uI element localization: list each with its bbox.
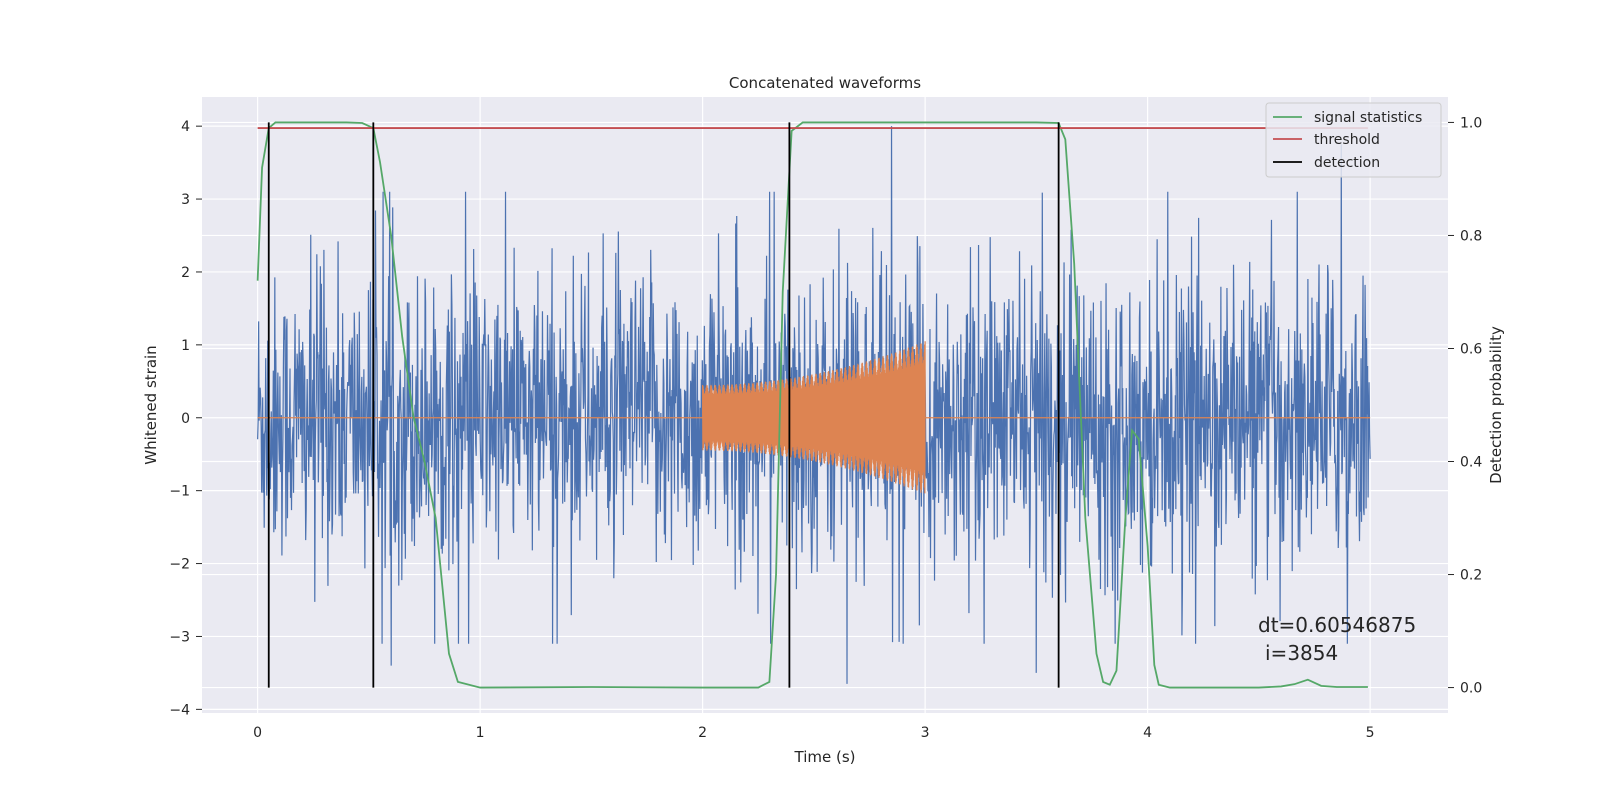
y-tick-label: 1 [181, 338, 190, 354]
y2-tick-label: 0.2 [1460, 568, 1482, 584]
y-tick-label: −1 [169, 484, 190, 500]
legend: signal statistics threshold detection [1265, 102, 1442, 178]
detection-lines [267, 122, 1060, 688]
data-layer [256, 121, 1371, 689]
signal-statistics-line [256, 121, 1368, 689]
y-axis-ticks: −4 −3 −2 −1 0 1 2 3 4 [169, 119, 202, 718]
y-tick-label: 4 [181, 119, 190, 135]
legend-box [1265, 102, 1442, 178]
legend-label-signal-statistics: signal statistics [1314, 110, 1422, 126]
annotation-i: i=3854 [1265, 641, 1338, 665]
y-axis-label: Whitened strain [142, 345, 160, 464]
y-tick-label: 3 [181, 192, 190, 208]
x-tick-label: 3 [921, 725, 930, 741]
chart-title: Concatenated waveforms [729, 74, 921, 92]
y2-tick-label: 0.6 [1460, 341, 1482, 357]
y2-tick-label: 0.4 [1460, 455, 1482, 471]
legend-label-threshold: threshold [1314, 132, 1380, 148]
x-tick-label: 1 [476, 725, 485, 741]
y-tick-label: −3 [169, 629, 190, 645]
y2-axis-label: Detection probability [1487, 326, 1505, 484]
chirp-series-line [257, 341, 1371, 494]
x-tick-label: 2 [698, 725, 707, 741]
x-tick-label: 4 [1143, 725, 1152, 741]
y-tick-label: −4 [169, 702, 190, 718]
y-tick-label: 0 [181, 411, 190, 427]
y-tick-label: 2 [181, 265, 190, 281]
y2-axis-ticks: 0.0 0.2 0.4 0.6 0.8 1.0 [1448, 115, 1482, 697]
y2-tick-label: 0.8 [1460, 228, 1482, 244]
x-axis-label: Time (s) [794, 748, 856, 766]
y2-tick-label: 0.0 [1460, 681, 1482, 697]
y-tick-label: −2 [169, 557, 190, 573]
legend-label-detection: detection [1314, 155, 1380, 171]
annotation-dt: dt=0.60546875 [1258, 613, 1416, 637]
x-tick-label: 0 [253, 725, 262, 741]
y2-tick-label: 1.0 [1460, 115, 1482, 131]
strain-series-line [257, 126, 1371, 684]
x-axis-ticks: 0 1 2 3 4 5 [253, 725, 1374, 741]
x-tick-label: 5 [1366, 725, 1375, 741]
